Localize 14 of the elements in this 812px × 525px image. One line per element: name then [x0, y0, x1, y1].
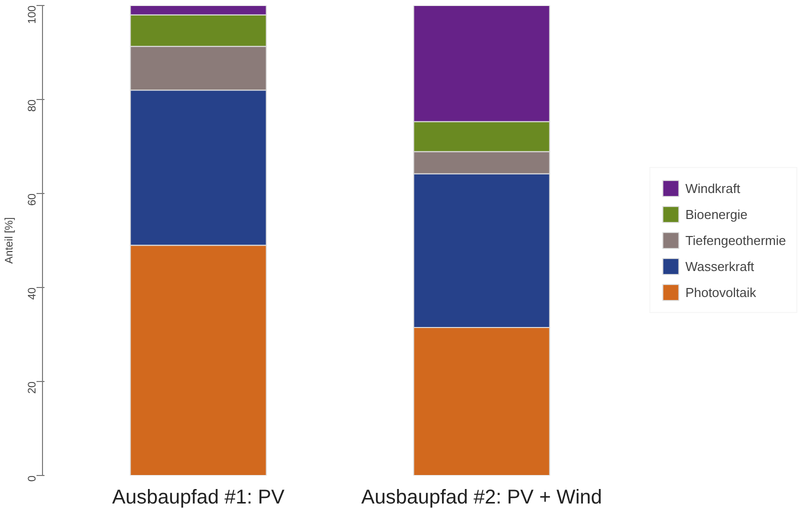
legend-label: Photovoltaik: [685, 284, 756, 300]
y-tick-label: 40: [26, 287, 38, 300]
y-tick-label: 80: [26, 99, 38, 112]
y-tick-label: 60: [26, 193, 38, 206]
y-axis-title: Anteil [%]: [4, 217, 16, 264]
legend-label: Wasserkraft: [685, 258, 754, 274]
legend-label: Bioenergie: [685, 206, 748, 222]
legend-label: Windkraft: [685, 180, 740, 196]
y-tick-label: 20: [26, 381, 38, 394]
y-tick-label: 100: [26, 5, 38, 24]
x-tick-label: Ausbaupfad #2: PV + Wind: [361, 486, 602, 508]
x-tick-label: Ausbaupfad #1: PV: [112, 486, 286, 508]
y-tick-label: 0: [26, 475, 38, 482]
legend-label: Tiefengeothermie: [685, 232, 786, 248]
